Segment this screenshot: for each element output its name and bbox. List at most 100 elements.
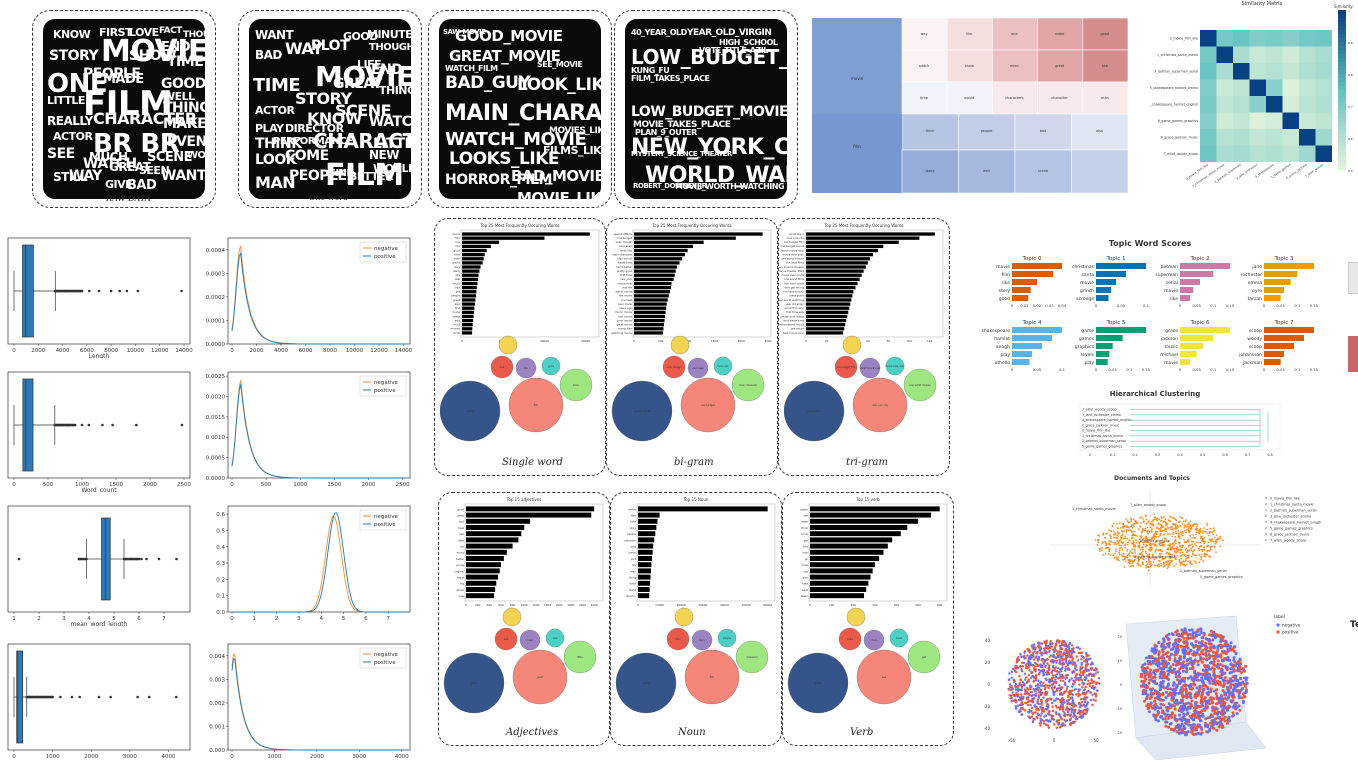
bubble [907,640,941,674]
document-point [1203,536,1206,539]
heatmap-cell [1299,129,1316,146]
scatter-point [1204,699,1207,703]
colorbar-segment [1338,142,1346,147]
bar-label: one [455,241,460,244]
document-point [1206,532,1208,534]
bar-label: world [629,588,636,592]
scatter-point [1159,687,1163,691]
bar-label: give [803,576,809,580]
document-point [1125,529,1128,532]
x-axis-label: Length [89,353,110,358]
document-point [1140,552,1143,554]
scatter-point [1038,655,1041,659]
document-point [1181,564,1184,566]
bar-label: real [459,532,464,536]
document-point [1167,540,1170,543]
document-point [1213,529,1216,532]
scatter-point [1067,662,1070,665]
scatter-point [1075,668,1078,672]
document-point [1117,559,1119,561]
document-point [1219,545,1222,548]
scatter-point [1157,641,1161,645]
scatter-point [1030,715,1034,718]
scatter-point [1189,683,1193,686]
bar-label: ever made [618,302,632,306]
scatter-point [1035,662,1038,666]
wordcloud-word: THINK [255,136,302,152]
scatter-point [1018,681,1022,685]
x-tick-label: 30000 [698,603,707,607]
wordcloud-word: MAKE [163,116,205,132]
scatter-point [1012,667,1015,671]
scatter-point [1064,644,1067,647]
bar [634,273,675,277]
scatter-point [1016,695,1019,698]
bar [634,323,665,327]
scatter-point [1061,666,1064,669]
topic-word: movie [1080,280,1094,286]
document-point [1207,541,1210,544]
wordcloud-word: MOVIE_LIKE [517,189,601,200]
bubble-label: watch [814,682,822,685]
scatter-point [1018,698,1021,702]
scatter-point [1245,676,1249,680]
outlier [73,423,76,427]
colorbar-segment [1338,122,1346,127]
document-point [1109,540,1112,543]
bubble-label: special effects [633,410,651,413]
scatter-point [1201,648,1205,652]
wordcloud-word: VOTE_TITLE_AZIL [699,46,768,55]
bubble-label: even though [666,366,682,369]
bar-panel: Top 25 Most Frequently Occuring Words wor… [778,218,950,476]
wordcloud-word: END [371,62,403,78]
scatter-point [1098,682,1101,685]
x-tick-label: 4000 [162,754,176,760]
scatter-point [1063,712,1066,715]
document-point [1169,526,1171,529]
scatter-point [1055,713,1058,716]
treemap-cell [901,149,959,193]
scatter-point [1045,673,1049,676]
document-point [1155,549,1157,552]
outlier [80,423,84,427]
bar [462,314,474,319]
x-tick-label: 2500 [396,482,410,488]
document-point [1166,526,1169,529]
scatter-point [1195,686,1199,690]
x-tick-label: 0.15 [1310,303,1319,308]
bar-label: well [455,277,460,281]
topic-word: michael [1160,352,1178,358]
scatter-point [1085,690,1089,694]
scatter-point [1087,669,1090,672]
bar [810,525,908,530]
document-point [1157,559,1160,562]
topic-bar [1264,295,1281,301]
scatter-point [1058,707,1061,711]
bar [638,568,651,574]
x-tick-label: -50 [1009,738,1016,743]
scatter-point [1229,662,1233,666]
scatter-point [1154,718,1158,722]
scatter-point [1050,654,1053,657]
scatter-point [1147,681,1151,685]
document-point [1163,516,1165,518]
wordcloud-word: FIND [329,168,355,179]
bar-label: way [455,319,461,322]
bar-panel-caption: Single word [502,457,563,468]
x-tick-label: 0.15 [1226,367,1235,372]
document-point [1097,541,1100,544]
document-point [1128,552,1131,555]
topic-word: shakespeare [982,328,1011,334]
wordcloud-word: MAN [255,173,296,192]
bubble-label: make [847,638,854,641]
scatter-point [1161,650,1165,653]
bar-panel-caption: Adjectives [506,727,559,738]
scatter-point [1069,693,1072,696]
bar [806,302,851,306]
bar-label: film ever made [784,281,804,285]
colorbar-segment [1338,154,1346,159]
scatter-point [1173,704,1177,708]
scatter-point [1019,653,1022,656]
document-point [1150,544,1152,546]
scatter-point [1029,687,1032,691]
